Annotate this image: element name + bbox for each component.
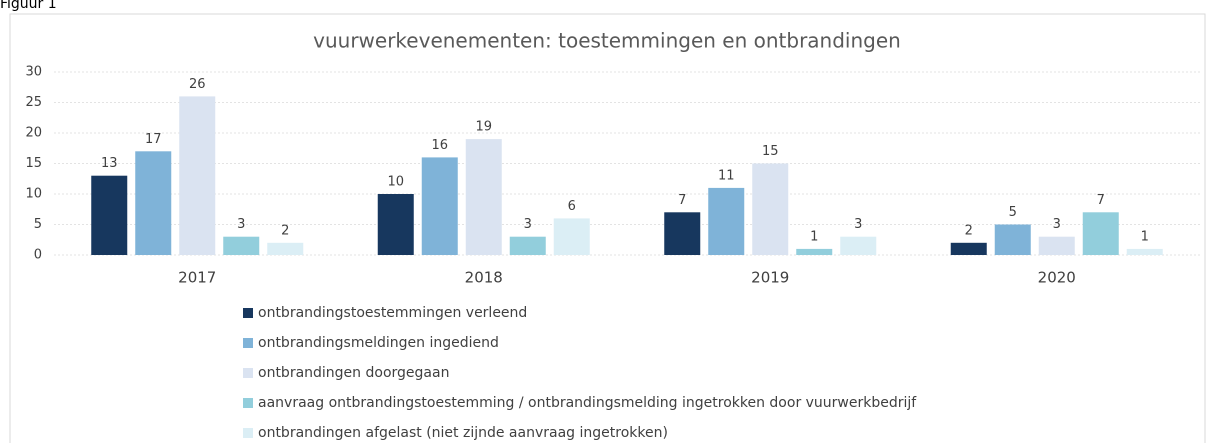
y-tick-label: 5 [34,217,42,232]
bar [377,194,414,255]
data-label: 3 [854,217,862,232]
data-label: 19 [475,120,492,135]
bar [840,236,877,255]
bar [1126,248,1163,255]
data-label: 6 [568,199,576,214]
legend-label: ontbrandingsmeldingen ingediend [258,335,499,351]
data-label: 3 [524,217,532,232]
bar [708,187,745,255]
legend-label: ontbrandingstoestemmingen verleend [258,305,527,321]
bar [1038,236,1075,255]
bar [135,151,172,255]
x-tick-label: 2018 [465,269,503,287]
bar [421,157,458,255]
figure-label: Figuur 1 [0,0,57,12]
bar [1082,212,1119,255]
legend-swatch [243,398,253,408]
legend-swatch [243,308,253,318]
data-label: 3 [1053,217,1061,232]
data-label: 13 [101,156,118,171]
legend-swatch [243,338,253,348]
y-tick-label: 15 [25,156,42,171]
data-label: 2 [965,223,973,238]
data-label: 1 [1141,229,1149,244]
y-tick-label: 20 [25,126,42,141]
x-tick-label: 2020 [1038,269,1076,287]
bar [91,175,128,255]
data-label: 15 [762,144,779,159]
data-label: 2 [281,223,289,238]
data-label: 1 [810,229,818,244]
data-label: 11 [718,168,735,183]
y-tick-label: 0 [34,248,42,263]
bar [179,96,216,256]
y-tick-label: 10 [25,187,42,202]
bar [752,163,789,255]
bar [664,212,701,255]
y-tick-label: 25 [25,95,42,110]
bar [950,242,987,255]
x-tick-label: 2019 [751,269,789,287]
bar [465,139,502,255]
data-label: 16 [431,138,448,153]
bar [509,236,546,255]
legend-label: ontbrandingen afgelast (niet zijnde aanv… [258,425,668,441]
bar [796,248,833,255]
data-label: 7 [678,193,686,208]
data-label: 26 [189,77,206,92]
bar [553,218,590,255]
data-label: 17 [145,132,162,147]
data-label: 10 [387,175,404,190]
legend-swatch [243,368,253,378]
data-label: 3 [237,217,245,232]
legend-label: ontbrandingen doorgegaan [258,365,449,381]
legend-label: aanvraag ontbrandingstoestemming / ontbr… [258,395,917,411]
y-tick-label: 30 [25,65,42,80]
bar [267,242,304,255]
data-label: 7 [1097,193,1105,208]
bar [994,224,1031,255]
legend-swatch [243,428,253,438]
bar [223,236,260,255]
x-tick-label: 2017 [178,269,216,287]
chart-title: vuurwerkevenementen: toestemmingen en on… [313,29,901,53]
data-label: 5 [1009,205,1017,220]
